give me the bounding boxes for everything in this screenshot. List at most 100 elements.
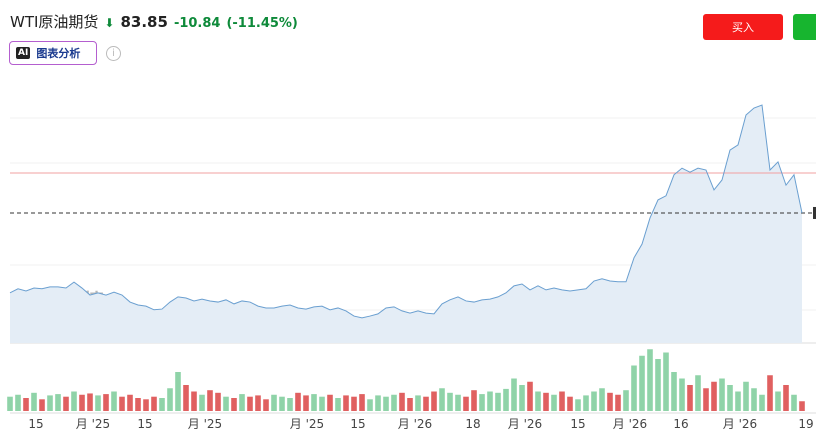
volume-bar [575, 399, 581, 411]
volume-bar [327, 394, 333, 411]
volume-bar [351, 396, 357, 411]
volume-bar [31, 392, 37, 411]
volume-bar [207, 390, 213, 411]
volume-bar [287, 398, 293, 411]
volume-bar [703, 388, 709, 411]
volume-bar [215, 392, 221, 411]
volume-bar [223, 396, 229, 411]
volume-bar [79, 394, 85, 411]
x-tick-label: 15 [350, 417, 365, 431]
volume-bar [399, 392, 405, 411]
volume-bar [791, 394, 797, 411]
volume-bar [567, 396, 573, 411]
x-tick-label: 月 '25 [76, 417, 110, 431]
volume-bar [583, 395, 589, 411]
x-tick-label: 月 '26 [723, 417, 757, 431]
down-arrow: ⬇ [104, 16, 115, 30]
volume-bar [407, 398, 413, 411]
volume-bar [759, 394, 765, 411]
volume-bar [103, 394, 109, 411]
volume-bar [167, 388, 173, 411]
sell-button[interactable] [793, 14, 816, 40]
volume-bar [311, 394, 317, 411]
volume-bar [719, 378, 725, 411]
volume-bar [799, 401, 805, 411]
volume-bar [551, 394, 557, 411]
volume-bar [7, 396, 13, 411]
volume-bar [471, 390, 477, 411]
volume-bar [679, 378, 685, 411]
volume-bar [255, 395, 261, 411]
volume-bar [695, 375, 701, 411]
x-tick-label: 15 [570, 417, 585, 431]
volume-bar [71, 391, 77, 411]
volume-bar [415, 395, 421, 411]
volume-bar [623, 390, 629, 411]
x-tick-label: 月 '25 [188, 417, 222, 431]
last-price-marker [813, 206, 816, 219]
volume-bar [591, 391, 597, 411]
volume-bar [519, 385, 525, 411]
volume-bar [639, 355, 645, 411]
volume-bar [687, 385, 693, 411]
ai-label: 图表分析 [36, 47, 81, 60]
volume-bar [391, 394, 397, 411]
volume-bar [87, 393, 93, 411]
volume-bar [239, 394, 245, 411]
volume-bar [599, 388, 605, 411]
volume-bar [647, 349, 653, 411]
volume-bar [39, 399, 45, 411]
volume-bar [735, 391, 741, 411]
volume-bar [95, 395, 101, 411]
volume-bar [375, 395, 381, 411]
volume-bar [727, 385, 733, 411]
volume-bar [559, 391, 565, 411]
volume-bar [783, 385, 789, 411]
volume-bar [127, 394, 133, 411]
volume-bar [767, 375, 773, 411]
x-tick-label: 19 [798, 417, 813, 431]
x-tick-label: 月 '26 [398, 417, 432, 431]
volume-bar [479, 394, 485, 411]
volume-bar [183, 385, 189, 411]
volume-bar [295, 392, 301, 411]
volume-bar [527, 381, 533, 411]
ai-analysis-button[interactable]: AI 图表分析 [9, 41, 97, 65]
x-tick-label: 15 [28, 417, 43, 431]
volume-bar [511, 378, 517, 411]
volume-bar [543, 392, 549, 411]
volume-bar [119, 396, 125, 411]
volume-bar [751, 388, 757, 411]
volume-bar [463, 396, 469, 411]
volume-bar [487, 391, 493, 411]
volume-bar [455, 394, 461, 411]
volume-bar [431, 391, 437, 411]
x-tick-label: 15 [137, 417, 152, 431]
volume-bar [279, 396, 285, 411]
volume-bar [247, 396, 253, 411]
volume-bar [151, 396, 157, 411]
volume-bar [191, 391, 197, 411]
change: -10.84 [173, 16, 221, 31]
volume-bar [439, 388, 445, 411]
volume-bar [159, 398, 165, 411]
volume-bar [111, 391, 117, 411]
volume-bar [503, 388, 509, 411]
volume-bar [711, 381, 717, 411]
instrument-name: WTI原油期货 [10, 13, 99, 31]
x-tick-label: 月 '26 [613, 417, 647, 431]
buy-button[interactable]: 买入 [703, 14, 783, 40]
volume-bar [383, 396, 389, 411]
x-tick-label: 月 '26 [508, 417, 542, 431]
price: 83.85 [120, 13, 168, 31]
volume-bar [55, 394, 61, 411]
volume-bar [343, 395, 349, 411]
volume-bar [607, 392, 613, 411]
info-icon[interactable]: i [106, 46, 121, 61]
volume-bar [231, 398, 237, 411]
volume-bar [143, 399, 149, 411]
ai-icon: AI [16, 47, 31, 59]
volume-bar [63, 396, 69, 411]
volume-bar [671, 372, 677, 411]
